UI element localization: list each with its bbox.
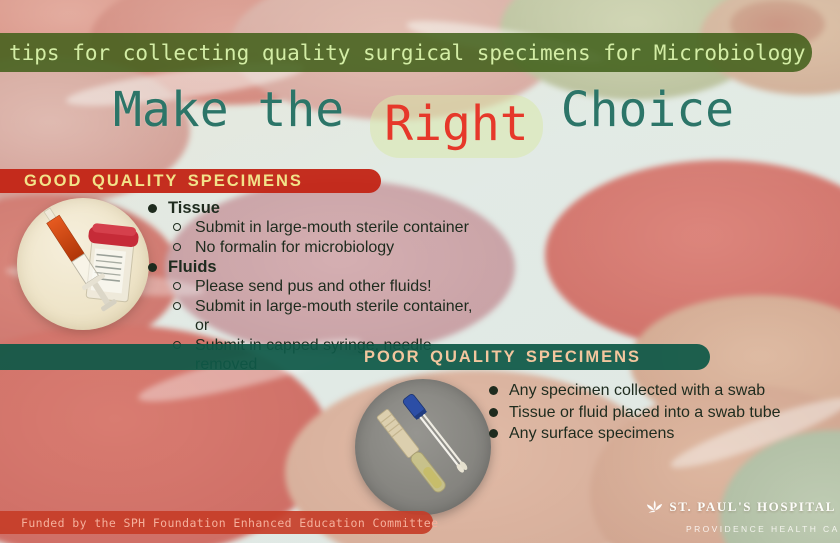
petri-dish xyxy=(165,180,515,355)
hospital-name: ST. PAUL'S HOSPITAL xyxy=(669,498,836,514)
swabs-photo xyxy=(355,379,491,515)
circle-bullet-icon xyxy=(173,301,181,310)
bullet-icon xyxy=(148,263,157,272)
list-item: Fluids xyxy=(148,257,488,277)
list-item-label: Tissue or fluid placed into a swab tube xyxy=(509,403,781,421)
swabs-illustration xyxy=(376,394,468,493)
poor-quality-list: Any specimen collected with a swab Tissu… xyxy=(489,380,829,445)
bullet-icon xyxy=(489,429,498,438)
list-item-label: Fluids xyxy=(168,258,217,276)
funding-credit-text: Funded by the SPH Foundation Enhanced Ed… xyxy=(21,515,439,530)
funding-credit-banner: Funded by the SPH Foundation Enhanced Ed… xyxy=(0,511,438,534)
list-item-label: Submit in large-mouth sterile container,… xyxy=(195,297,473,335)
circle-bullet-icon xyxy=(173,223,181,231)
poor-quality-heading: POOR QUALITY SPECIMENS xyxy=(364,347,642,366)
hospital-subtitle: PROVIDENCE HEALTH CARE xyxy=(686,524,840,534)
circle-bullet-icon xyxy=(173,242,181,251)
syringe-container-photo xyxy=(17,198,149,330)
list-item: Tissue xyxy=(148,198,488,218)
circle-bullet-icon xyxy=(173,282,181,290)
list-item-label: Any surface specimens xyxy=(509,425,675,442)
title-prefix: Make the xyxy=(113,82,345,138)
list-subitem: Please send pus and other fluids! xyxy=(148,277,488,297)
list-item-label: No formalin for microbiology xyxy=(195,238,395,256)
list-item: Any surface specimens xyxy=(489,423,829,445)
page-title: Make the Right Choice xyxy=(113,82,734,158)
good-quality-heading: GOOD QUALITY SPECIMENS xyxy=(24,171,303,190)
list-item-label: Please send pus and other fluids! xyxy=(195,278,432,295)
list-item-label: Tissue xyxy=(168,199,220,217)
good-quality-section-banner: GOOD QUALITY SPECIMENS xyxy=(0,169,381,193)
header-banner: tips for collecting quality surgical spe… xyxy=(0,33,812,72)
list-item: Any specimen collected with a swab xyxy=(489,380,829,402)
bullet-icon xyxy=(148,204,157,213)
list-item-label: Any specimen collected with a swab xyxy=(509,382,766,399)
lotus-flower-icon xyxy=(646,500,663,513)
hospital-logo: ST. PAUL'S HOSPITAL PROVIDENCE HEALTH CA… xyxy=(646,493,840,534)
header-banner-text: tips for collecting quality surgical spe… xyxy=(9,40,806,65)
list-item: Tissue or fluid placed into a swab tube xyxy=(489,402,829,424)
bullet-icon xyxy=(489,407,498,417)
poor-quality-section-banner: POOR QUALITY SPECIMENS xyxy=(0,344,710,370)
list-subitem: No formalin for microbiology xyxy=(148,238,488,258)
list-subitem: Submit in large-mouth sterile container,… xyxy=(148,297,488,336)
syringe-container-illustration xyxy=(43,207,139,312)
list-item-label: Submit in large-mouth sterile container xyxy=(195,219,469,236)
list-subitem: Submit in large-mouth sterile container xyxy=(148,218,488,238)
bullet-icon xyxy=(489,386,498,395)
title-suffix: Choice xyxy=(560,82,735,138)
title-highlight-word: Right xyxy=(370,95,543,158)
